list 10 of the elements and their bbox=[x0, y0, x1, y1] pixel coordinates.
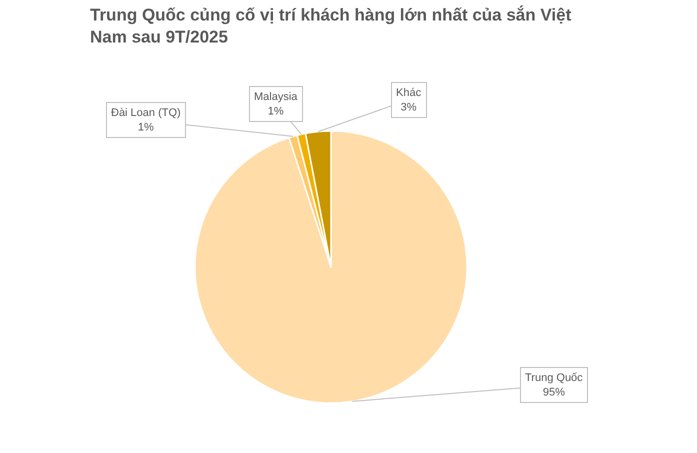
pie-slice bbox=[194, 130, 468, 404]
data-label: 1% bbox=[138, 121, 154, 134]
slice-label: Đài Loan (TQ) bbox=[111, 107, 181, 119]
slice-label: Malaysia bbox=[254, 91, 298, 103]
data-label: 95% bbox=[542, 386, 566, 398]
data-label: 3% bbox=[400, 101, 417, 114]
slice-label: Trung Quốc bbox=[525, 372, 584, 384]
slice-label: Khác bbox=[396, 87, 422, 99]
chart-title: Trung Quốc củng cố vị trí khách hàng lớn nhất của sắn Việt Nam sau 9T/2025 bbox=[90, 4, 572, 46]
data-label: 1% bbox=[268, 105, 284, 118]
